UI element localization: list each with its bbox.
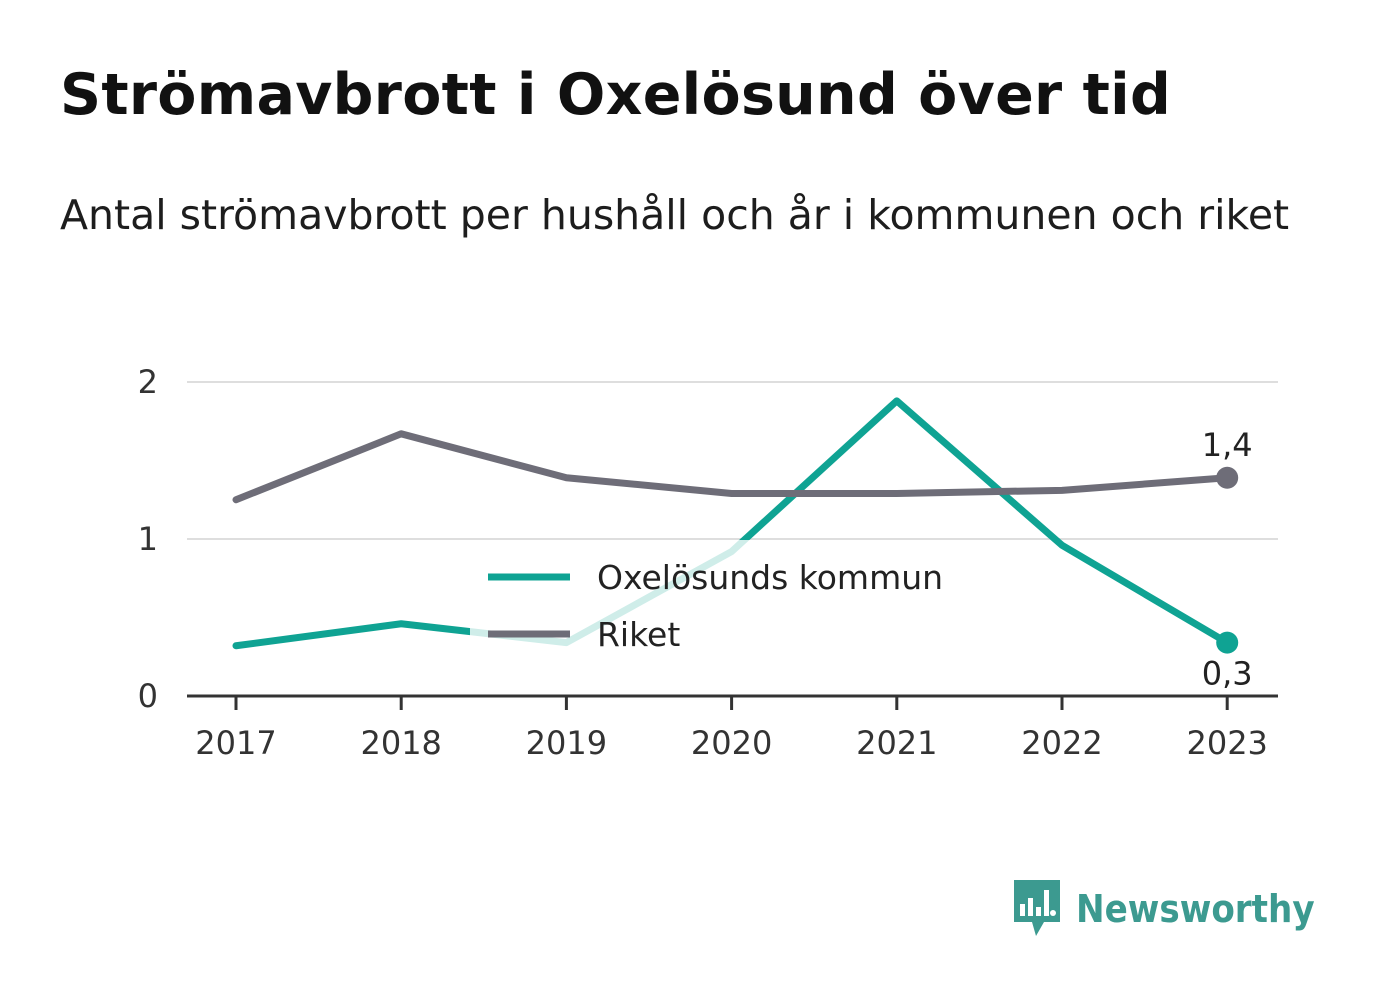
brand-logo: Newsworthy [1012,878,1315,940]
end-value-label: 0,3 [1202,655,1253,693]
y-tick-label: 1 [138,520,158,558]
series-end-point [1216,631,1239,654]
gridlines [187,381,1278,540]
legend: Oxelösunds kommun Riket [470,540,990,666]
end-value-label: 1,4 [1202,426,1253,464]
chart-subtitle: Antal strömavbrott per hushåll och år i … [60,191,1290,239]
y-axis: 0 1 2 [138,363,158,715]
series-end-point [1216,466,1239,489]
data-labels: 0,3 1,4 [1202,426,1253,693]
legend-label: Riket [597,615,680,654]
x-tick-label: 2021 [856,724,937,762]
newsworthy-logo-icon [1014,880,1060,936]
x-tick-label: 2018 [360,724,441,762]
brand-name: Newsworthy [1076,887,1315,931]
x-tick-label: 2019 [526,724,607,762]
legend-label: Oxelösunds kommun [597,558,943,597]
series-line-riket [232,430,1231,504]
x-tick-label: 2017 [195,724,276,762]
x-tick-label: 2020 [691,724,772,762]
x-tick-label: 2023 [1186,724,1267,762]
x-axis: 2017 2018 2019 2020 2021 2022 2023 [187,694,1278,762]
y-tick-label: 0 [138,677,158,715]
x-tick-label: 2022 [1021,724,1102,762]
chart-title: Strömavbrott i Oxelösund över tid [60,62,1172,128]
legend-background [470,540,990,666]
y-tick-label: 2 [138,363,158,401]
